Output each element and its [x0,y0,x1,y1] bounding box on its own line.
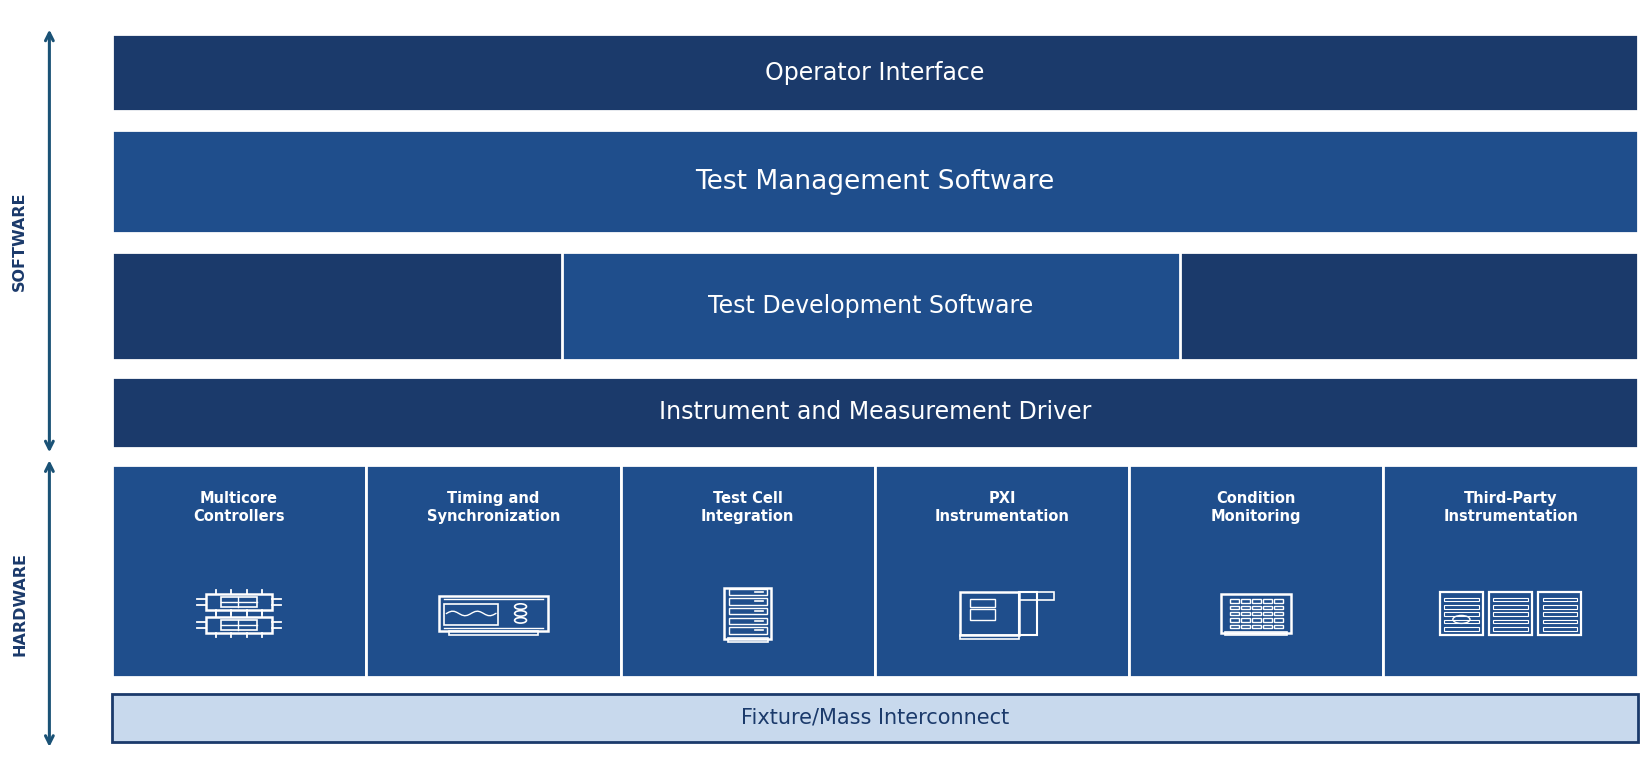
Bar [561,252,1180,360]
Bar [960,635,1019,639]
Bar [1251,625,1261,628]
Bar [1493,597,1527,601]
Text: Condition
Monitoring: Condition Monitoring [1211,491,1302,524]
Bar [221,597,257,607]
Bar [1225,632,1287,636]
Bar [1440,591,1483,635]
Bar [960,591,1019,635]
Text: Test Cell
Integration: Test Cell Integration [701,491,795,524]
Bar [729,598,767,604]
Bar [1019,591,1053,600]
Bar [728,638,767,642]
Text: Multicore
Controllers: Multicore Controllers [193,491,285,524]
Bar [1274,612,1284,616]
Bar [1241,612,1249,616]
Bar [1241,599,1249,603]
Bar [1444,605,1478,609]
Bar [1274,625,1284,628]
Bar [1274,599,1284,603]
Bar [969,609,994,620]
Bar [1241,606,1249,609]
Bar [112,465,1638,677]
Bar [1274,606,1284,609]
Bar [729,627,767,633]
Bar [221,620,257,630]
Text: Third-Party
Instrumentation: Third-Party Instrumentation [1444,491,1579,524]
Text: HARDWARE: HARDWARE [12,552,28,656]
Bar [1490,591,1532,635]
Bar [1542,613,1577,616]
Bar [1230,612,1238,616]
Text: Fixture/Mass Interconnect: Fixture/Mass Interconnect [741,708,1009,728]
Bar [1444,597,1478,601]
Bar [1542,620,1577,623]
Bar [449,630,538,635]
Bar [1542,627,1577,631]
Bar [439,596,548,630]
Text: SOFTWARE: SOFTWARE [12,191,28,291]
Text: Test Management Software: Test Management Software [695,169,1055,194]
Bar [1241,625,1249,628]
Text: Operator Interface: Operator Interface [765,60,984,85]
Bar [1274,618,1284,622]
Bar [1444,613,1478,616]
Bar [621,465,874,677]
Bar [444,604,499,625]
Bar [1493,613,1527,616]
Bar [1542,605,1577,609]
Bar [729,617,767,624]
Text: Instrument and Measurement Driver: Instrument and Measurement Driver [658,400,1091,425]
Text: Test Development Software: Test Development Software [708,294,1034,318]
Bar [112,377,1638,448]
Bar [206,617,272,633]
Bar [365,465,621,677]
Bar [112,252,1638,360]
Bar [1230,606,1238,609]
Bar [112,694,1638,742]
Bar [1262,606,1272,609]
Bar [1539,591,1582,635]
Bar [1230,599,1238,603]
Bar [112,130,1638,233]
Bar [112,34,1638,111]
Bar [1251,618,1261,622]
Bar [1493,620,1527,623]
Bar [1221,594,1290,633]
Bar [1262,618,1272,622]
Bar [112,465,365,677]
Bar [1383,465,1638,677]
Bar [1262,599,1272,603]
Text: Timing and
Synchronization: Timing and Synchronization [426,491,560,524]
Bar [969,598,994,607]
Bar [1444,627,1478,631]
Bar [1251,606,1261,609]
Bar [1129,465,1383,677]
Bar [1251,599,1261,603]
Bar [1262,612,1272,616]
Bar [876,465,1129,677]
Bar [1019,591,1037,635]
Bar [1493,627,1527,631]
Text: PXI
Instrumentation: PXI Instrumentation [935,491,1070,524]
Bar [1493,605,1527,609]
Bar [724,588,772,639]
Bar [1251,612,1261,616]
Bar [1444,620,1478,623]
Bar [729,588,767,595]
Bar [1241,618,1249,622]
Bar [1230,625,1238,628]
Bar [1542,597,1577,601]
Bar [1262,625,1272,628]
Bar [1230,618,1238,622]
Bar [206,594,272,610]
Bar [729,608,767,614]
